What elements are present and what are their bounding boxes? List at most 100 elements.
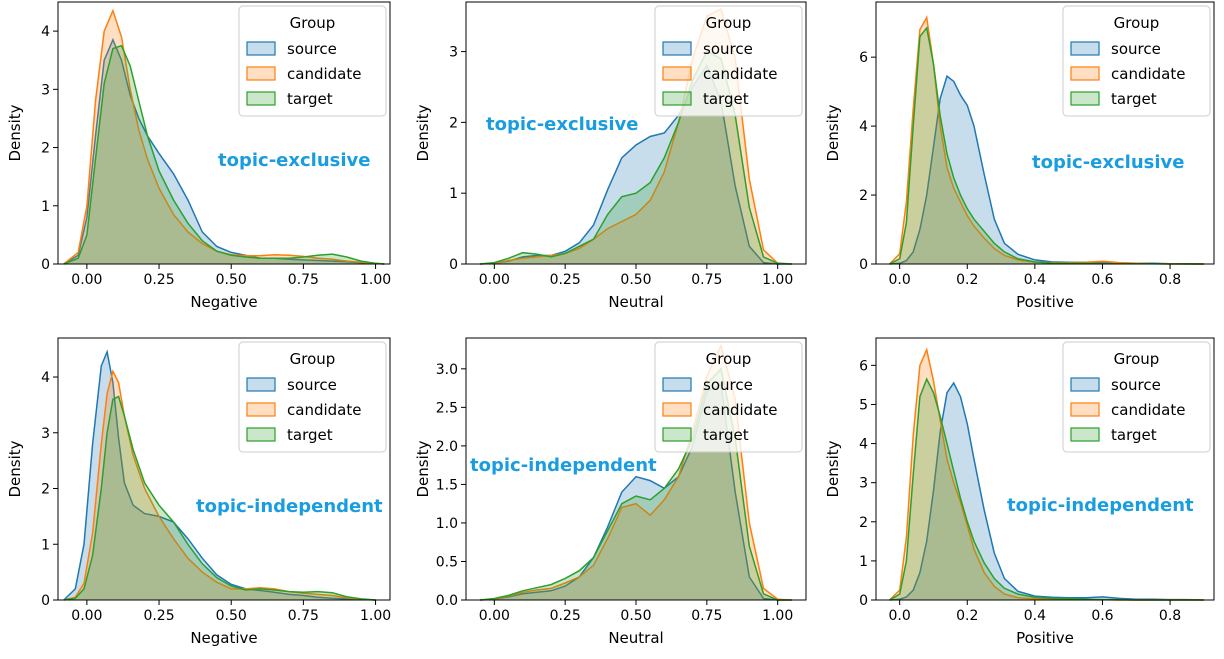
y-tick-label: 2 bbox=[859, 515, 868, 531]
x-tick-label: 0.0 bbox=[889, 272, 911, 288]
x-tick-label: 0.25 bbox=[550, 608, 581, 624]
x-tick-label: 0.50 bbox=[216, 608, 247, 624]
legend-title: Group bbox=[290, 350, 336, 368]
legend: Group source candidate target bbox=[1062, 5, 1211, 117]
x-tick-label: 0.2 bbox=[956, 608, 978, 624]
legend-entry-target: target bbox=[1111, 90, 1157, 108]
legend: Group source candidate target bbox=[238, 5, 387, 117]
x-tick-label: 0.75 bbox=[691, 608, 722, 624]
series-line-target bbox=[480, 367, 792, 601]
legend-swatch-target bbox=[246, 427, 276, 442]
legend-entry-candidate: candidate bbox=[287, 65, 361, 83]
series-area-candidate bbox=[63, 371, 376, 600]
annotation-label: topic-exclusive bbox=[1032, 152, 1184, 173]
chart-panel-2: 0.00 0.25 0.50 0.75 1.00 0 1 2 3 Neutral Density to… bbox=[414, 1, 807, 311]
legend-entry-source: source bbox=[287, 40, 337, 58]
y-tick-label: 4 bbox=[859, 437, 868, 453]
legend-entry-source: source bbox=[703, 40, 753, 58]
series-line-source bbox=[480, 64, 792, 265]
y-axis-label: Density bbox=[824, 440, 842, 497]
legend-entry-source: source bbox=[1111, 376, 1161, 394]
legend-entry-source: source bbox=[1111, 40, 1161, 58]
x-tick-label: 0.50 bbox=[620, 272, 651, 288]
legend-box bbox=[238, 5, 387, 117]
x-axis-label: Neutral bbox=[608, 629, 663, 647]
legend-title: Group bbox=[1114, 14, 1160, 32]
chart-panel-6: 0.0 0.2 0.4 0.6 0.8 0 1 2 3 4 5 6 Positive Density top… bbox=[824, 337, 1215, 647]
x-tick-label: 0.0 bbox=[889, 608, 911, 624]
annotation-label: topic-independent bbox=[196, 496, 383, 517]
x-tick-label: 0.00 bbox=[479, 272, 510, 288]
x-axis-label: Positive bbox=[1016, 293, 1074, 311]
y-tick-label: 3 bbox=[41, 426, 50, 442]
x-tick-label: 1.00 bbox=[360, 272, 391, 288]
legend-swatch-target bbox=[1070, 91, 1100, 106]
legend-title: Group bbox=[706, 14, 752, 32]
axes-frame bbox=[57, 1, 391, 265]
y-tick-label: 6 bbox=[859, 358, 868, 374]
x-tick-label: 0.00 bbox=[71, 272, 102, 288]
legend-swatch-target bbox=[1070, 427, 1100, 442]
annotation-label: topic-exclusive bbox=[486, 114, 638, 135]
chart-panel-4: 0.00 0.25 0.50 0.75 1.00 0 1 2 3 4 Negative Density… bbox=[6, 337, 391, 647]
series-area-target bbox=[63, 396, 376, 600]
y-tick-label: 1.0 bbox=[436, 516, 458, 532]
x-tick-label: 0.4 bbox=[1024, 272, 1046, 288]
y-tick-label: 1 bbox=[859, 554, 868, 570]
y-tick-label: 2.0 bbox=[436, 439, 458, 455]
y-axis-label: Density bbox=[414, 440, 432, 497]
annotation-label: topic-independent bbox=[1007, 495, 1194, 516]
legend-swatch-candidate bbox=[246, 66, 276, 81]
legend-swatch-source bbox=[246, 377, 276, 392]
axes-frame bbox=[57, 337, 391, 601]
y-tick-label: 3 bbox=[449, 45, 458, 61]
x-tick-label: 0.75 bbox=[691, 272, 722, 288]
x-axis-label: Positive bbox=[1016, 629, 1074, 647]
y-tick-label: 2 bbox=[859, 188, 868, 204]
series-area-source bbox=[889, 383, 1204, 600]
axes-frame bbox=[875, 337, 1215, 601]
y-tick-label: 2 bbox=[449, 115, 458, 131]
annotation-label: topic-independent bbox=[470, 455, 657, 476]
y-tick-label: 4 bbox=[41, 24, 50, 40]
x-tick-label: 0.00 bbox=[479, 608, 510, 624]
series-line-candidate bbox=[63, 8, 385, 265]
x-tick-label: 1.00 bbox=[762, 272, 793, 288]
chart-panel-1: 0.00 0.25 0.50 0.75 1.00 0 1 2 3 4 Negative Density… bbox=[6, 1, 391, 311]
legend-title: Group bbox=[290, 14, 336, 32]
legend-swatch-source bbox=[246, 41, 276, 56]
legend-swatch-candidate bbox=[662, 66, 692, 81]
y-axis-label: Density bbox=[6, 104, 24, 161]
legend-entry-source: source bbox=[287, 376, 337, 394]
x-tick-label: 0.50 bbox=[216, 272, 247, 288]
series-line-candidate bbox=[63, 369, 376, 601]
series-line-source bbox=[63, 349, 376, 601]
legend-swatch-candidate bbox=[246, 402, 276, 417]
series-area-source bbox=[63, 351, 376, 600]
y-tick-label: 0 bbox=[859, 593, 868, 609]
y-tick-label: 2 bbox=[41, 141, 50, 157]
series-line-source bbox=[889, 381, 1204, 601]
y-tick-label: 2.5 bbox=[436, 400, 458, 416]
legend-swatch-source bbox=[1070, 377, 1100, 392]
series-line-target bbox=[63, 44, 385, 265]
legend-entry-candidate: candidate bbox=[703, 401, 777, 419]
chart-panel-3: 0.0 0.2 0.4 0.6 0.8 0 2 4 6 Positive Density topic-… bbox=[824, 1, 1215, 311]
y-tick-label: 0 bbox=[859, 257, 868, 273]
x-tick-label: 0.00 bbox=[71, 608, 102, 624]
y-axis-label: Density bbox=[414, 104, 432, 161]
legend-swatch-target bbox=[662, 427, 692, 442]
x-tick-label: 0.75 bbox=[288, 608, 319, 624]
series-area-target bbox=[63, 45, 385, 265]
y-tick-label: 1 bbox=[449, 186, 458, 202]
chart-panel-5: 0.00 0.25 0.50 0.75 1.00 0.0 0.5 1.0 1.5 2.0 2.5 3.… bbox=[414, 337, 807, 647]
y-tick-label: 0 bbox=[41, 257, 50, 273]
y-tick-label: 0 bbox=[449, 257, 458, 273]
legend-entry-target: target bbox=[1111, 426, 1157, 444]
legend: Group source candidate target bbox=[1062, 341, 1211, 453]
y-tick-label: 0.0 bbox=[436, 593, 458, 609]
legend-entry-target: target bbox=[703, 90, 749, 108]
legend-entry-target: target bbox=[287, 426, 333, 444]
y-tick-label: 5 bbox=[859, 397, 868, 413]
